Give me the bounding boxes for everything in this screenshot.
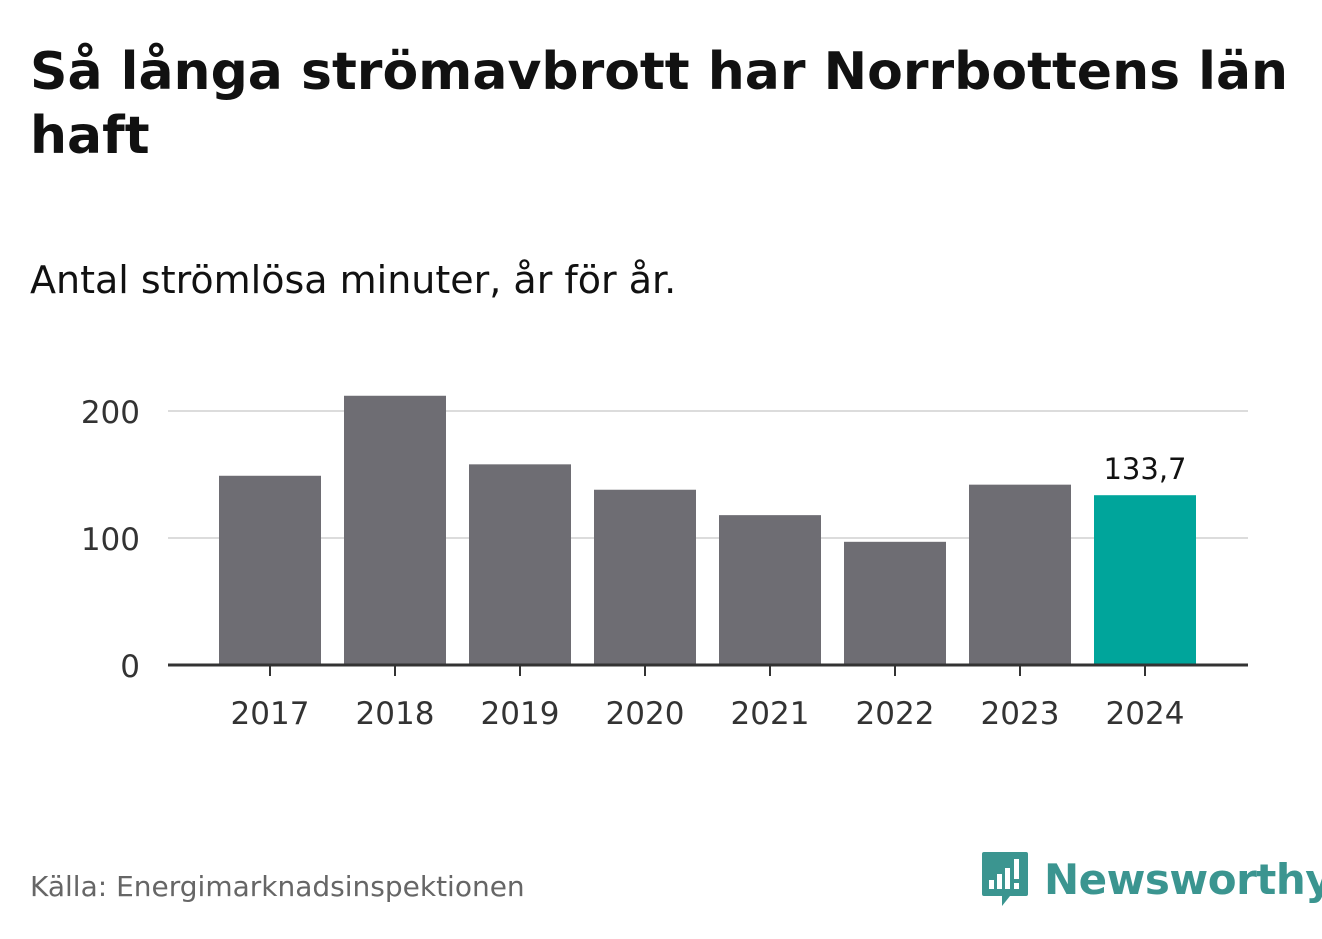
chart-title: Så långa strömavbrott har Norrbottens lä… <box>30 42 1289 166</box>
newsworthy-logo-icon <box>982 852 1028 906</box>
x-tick-label-2018: 2018 <box>356 696 435 732</box>
x-tick-label-2017: 2017 <box>231 696 310 732</box>
chart-subtitle: Antal strömlösa minuter, år för år. <box>30 258 677 302</box>
bar-2019 <box>469 464 571 665</box>
x-tick-label-2024: 2024 <box>1106 696 1185 732</box>
x-tick-label-2019: 2019 <box>481 696 560 732</box>
data-label-2024: 133,7 <box>1103 452 1186 486</box>
source-note: Källa: Energimarknadsinspektionen <box>30 870 525 903</box>
x-tick-label-2021: 2021 <box>731 696 810 732</box>
bar-2017 <box>219 475 321 665</box>
bar-2024 <box>1094 495 1196 665</box>
x-tick-label-2023: 2023 <box>981 696 1060 732</box>
bar-2023 <box>969 484 1071 665</box>
bar-2020 <box>594 489 696 665</box>
bar-chart: 0 100 200 2017 2018 2019 2020 2021 2022 2023 2024 1… <box>81 395 1248 732</box>
bar-2022 <box>844 541 946 665</box>
brand-name: Newsworthy <box>1044 854 1322 904</box>
y-tick-label-0: 0 <box>120 649 140 685</box>
y-tick-label-100: 100 <box>81 522 140 558</box>
bar-2021 <box>719 515 821 665</box>
x-tick-label-2020: 2020 <box>606 696 685 732</box>
bar-2018 <box>344 395 446 665</box>
brand: Newsworthy <box>980 850 1322 908</box>
x-tick-label-2022: 2022 <box>856 696 935 732</box>
y-tick-label-200: 200 <box>81 395 140 431</box>
